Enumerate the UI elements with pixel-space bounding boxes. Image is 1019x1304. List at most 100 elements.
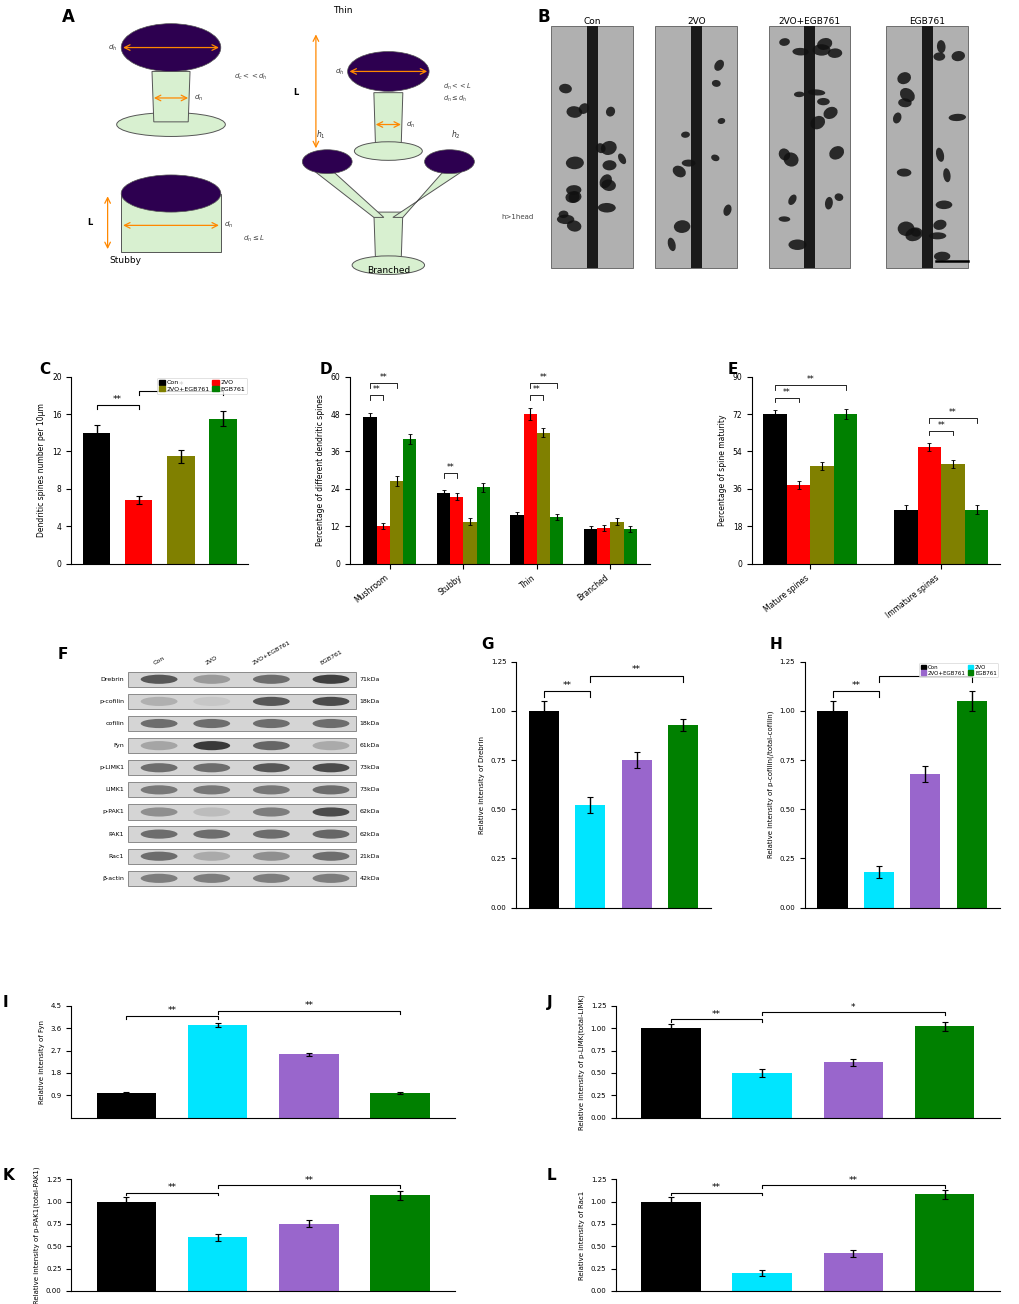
Text: Con: Con bbox=[153, 655, 165, 665]
Ellipse shape bbox=[194, 674, 230, 683]
Bar bbox=[83, 433, 110, 563]
Text: **: ** bbox=[167, 1007, 176, 1016]
Text: EGB761: EGB761 bbox=[319, 649, 342, 665]
Bar bbox=[127, 827, 356, 841]
Bar bbox=[528, 711, 558, 908]
Ellipse shape bbox=[556, 215, 574, 224]
Ellipse shape bbox=[943, 168, 950, 183]
Text: $h_1$: $h_1$ bbox=[315, 129, 325, 141]
Bar bbox=[917, 447, 941, 563]
Ellipse shape bbox=[121, 175, 220, 213]
Ellipse shape bbox=[827, 48, 842, 57]
Bar bbox=[127, 849, 356, 863]
Ellipse shape bbox=[812, 44, 829, 56]
Text: **: ** bbox=[167, 1183, 176, 1192]
Ellipse shape bbox=[951, 51, 964, 61]
Ellipse shape bbox=[194, 874, 230, 883]
Bar bbox=[127, 871, 356, 885]
Text: cofilin: cofilin bbox=[105, 721, 124, 726]
Ellipse shape bbox=[141, 829, 177, 838]
Text: **: ** bbox=[711, 1009, 720, 1018]
Ellipse shape bbox=[141, 674, 177, 683]
Text: **: ** bbox=[949, 408, 956, 417]
Ellipse shape bbox=[824, 197, 833, 210]
Bar bbox=[863, 872, 894, 908]
Ellipse shape bbox=[909, 228, 920, 237]
Text: **: ** bbox=[806, 376, 813, 385]
Text: 62kDa: 62kDa bbox=[360, 832, 380, 837]
Ellipse shape bbox=[141, 807, 177, 816]
Bar bbox=[436, 493, 449, 563]
Bar bbox=[768, 26, 850, 267]
Bar bbox=[809, 466, 834, 563]
Ellipse shape bbox=[253, 674, 289, 683]
Text: $d_n$: $d_n$ bbox=[224, 220, 233, 231]
Text: **: ** bbox=[304, 1176, 313, 1185]
Ellipse shape bbox=[253, 785, 289, 794]
Polygon shape bbox=[374, 213, 403, 265]
Ellipse shape bbox=[816, 38, 832, 50]
Ellipse shape bbox=[312, 674, 350, 683]
Text: **: ** bbox=[851, 681, 859, 690]
Ellipse shape bbox=[711, 80, 720, 87]
Text: **: ** bbox=[533, 386, 540, 395]
Bar bbox=[370, 1196, 429, 1291]
Text: 61kDa: 61kDa bbox=[360, 743, 380, 748]
Ellipse shape bbox=[681, 159, 695, 167]
Text: EGB761: EGB761 bbox=[908, 17, 945, 26]
Ellipse shape bbox=[710, 155, 718, 162]
Text: $h_2$: $h_2$ bbox=[451, 129, 461, 141]
Ellipse shape bbox=[141, 741, 177, 750]
Ellipse shape bbox=[141, 852, 177, 861]
Text: 2VO: 2VO bbox=[686, 17, 705, 26]
Bar bbox=[127, 805, 356, 820]
Bar bbox=[127, 694, 356, 709]
Legend: Con, 2VO+EGB761, 2VO, EGB761: Con, 2VO+EGB761, 2VO, EGB761 bbox=[157, 378, 247, 394]
Bar bbox=[621, 760, 651, 908]
Ellipse shape bbox=[558, 210, 568, 218]
Ellipse shape bbox=[566, 106, 582, 117]
Text: **: ** bbox=[372, 386, 380, 395]
Ellipse shape bbox=[312, 719, 350, 728]
Ellipse shape bbox=[312, 696, 350, 705]
Bar bbox=[209, 419, 236, 563]
Text: 18kDa: 18kDa bbox=[360, 721, 380, 726]
Ellipse shape bbox=[253, 807, 289, 816]
Ellipse shape bbox=[194, 829, 230, 838]
Text: **: ** bbox=[632, 665, 641, 674]
Bar bbox=[549, 516, 562, 563]
Bar bbox=[609, 522, 623, 563]
Ellipse shape bbox=[194, 719, 230, 728]
Bar bbox=[762, 415, 786, 563]
Text: A: A bbox=[62, 8, 75, 26]
Ellipse shape bbox=[674, 220, 690, 233]
Ellipse shape bbox=[194, 763, 230, 772]
Text: $d_h$: $d_h$ bbox=[334, 67, 343, 77]
Bar bbox=[956, 702, 985, 908]
Text: p-PAK1: p-PAK1 bbox=[102, 810, 124, 815]
Ellipse shape bbox=[897, 72, 910, 85]
Bar bbox=[596, 528, 609, 563]
Text: h>1head: h>1head bbox=[501, 214, 533, 220]
Text: L: L bbox=[293, 89, 299, 98]
Polygon shape bbox=[316, 172, 383, 218]
Text: $d_n$: $d_n$ bbox=[406, 120, 415, 129]
Bar bbox=[449, 497, 463, 563]
Ellipse shape bbox=[566, 156, 583, 170]
Ellipse shape bbox=[896, 168, 911, 176]
Ellipse shape bbox=[788, 240, 806, 250]
Bar bbox=[909, 773, 940, 908]
Bar bbox=[510, 515, 523, 563]
Bar bbox=[476, 488, 489, 563]
Ellipse shape bbox=[673, 166, 685, 177]
Ellipse shape bbox=[779, 38, 789, 46]
Text: $d_n$: $d_n$ bbox=[194, 93, 203, 103]
Ellipse shape bbox=[898, 98, 911, 107]
Ellipse shape bbox=[121, 23, 220, 72]
Bar bbox=[279, 1055, 338, 1118]
Text: 73kDa: 73kDa bbox=[360, 765, 380, 771]
Ellipse shape bbox=[834, 193, 843, 201]
Bar bbox=[803, 26, 814, 267]
Ellipse shape bbox=[948, 113, 965, 121]
Text: B: B bbox=[537, 8, 550, 26]
